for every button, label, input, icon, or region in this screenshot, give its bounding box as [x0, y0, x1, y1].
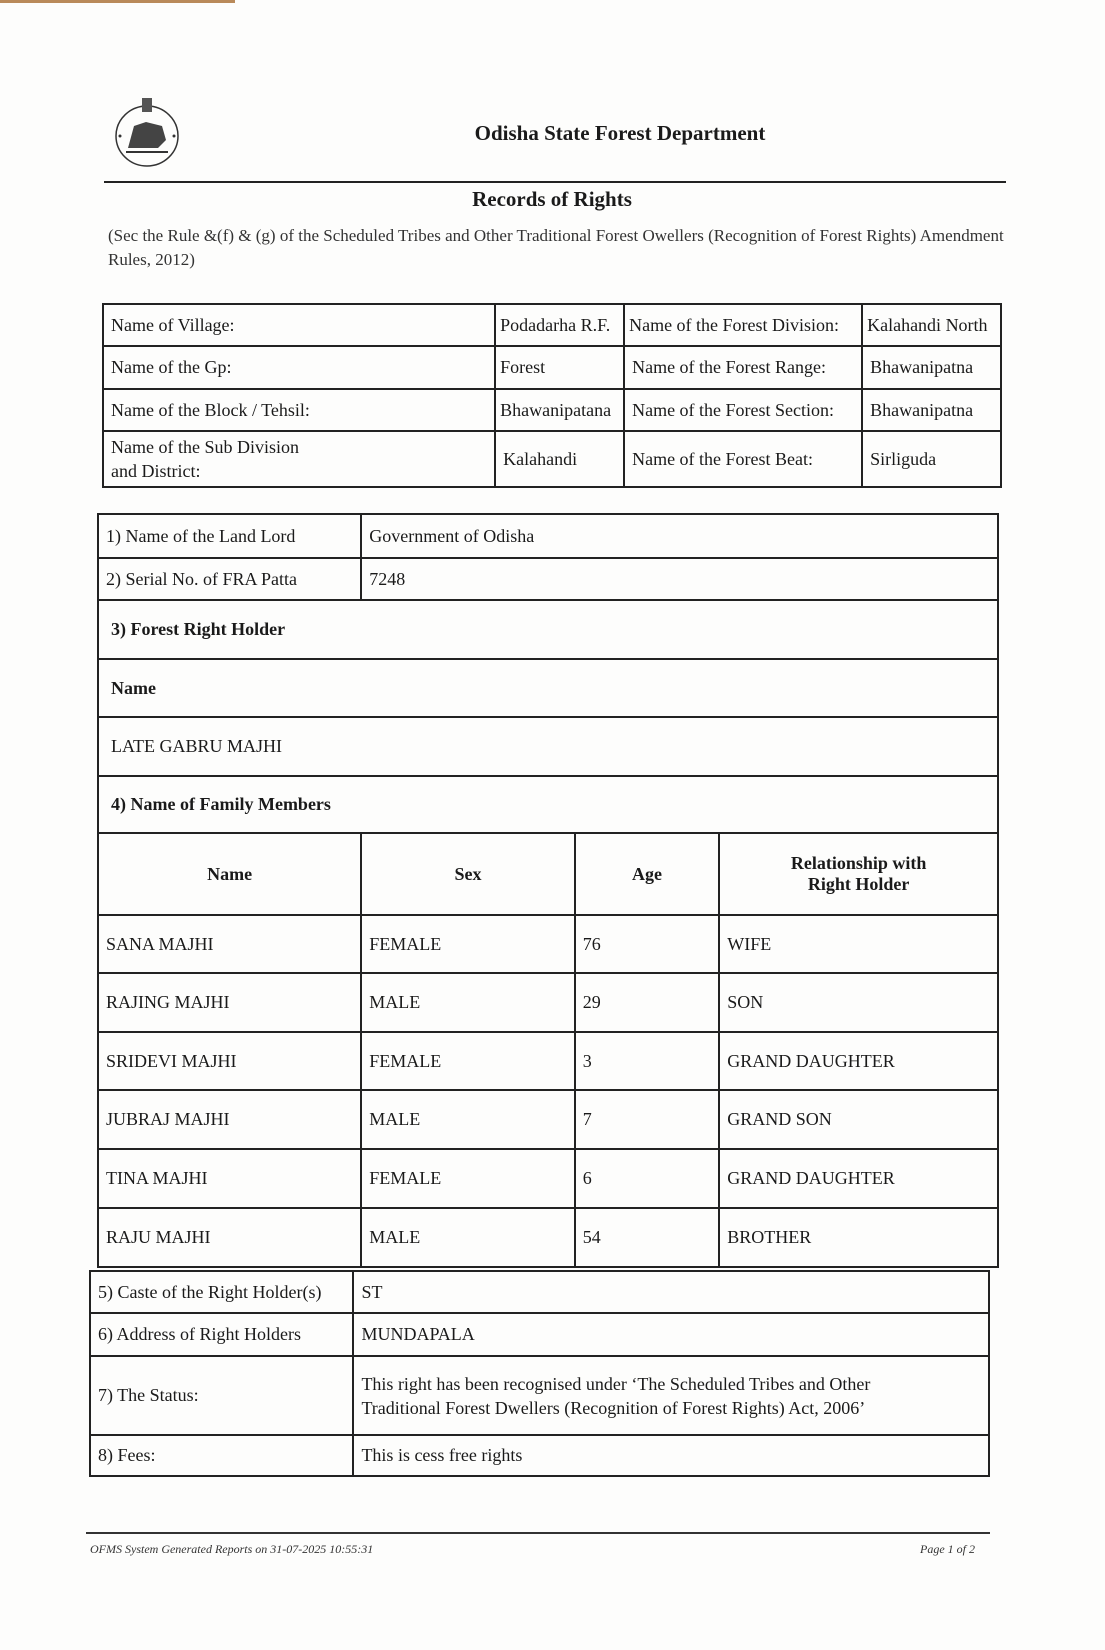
column-header-age: Age: [573, 832, 721, 916]
column-header-relationship: Relationship with Right Holder: [718, 832, 999, 916]
document-title: Records of Rights: [472, 187, 632, 211]
family-row: SANA MAJHI FEMALE 76 WIFE: [96, 914, 999, 974]
location-row: Name of the Gp: Forest Name of the Fores…: [101, 345, 1002, 390]
odisha-emblem-logo: [115, 98, 179, 167]
member-sex: FEMALE: [360, 914, 576, 974]
column-header-sex: Sex: [360, 832, 576, 916]
footer-divider: [86, 1532, 990, 1534]
caste-label: 5) Caste of the Right Holder(s): [88, 1270, 355, 1314]
header-divider: [104, 181, 1006, 183]
member-relationship: GRAND DAUGHTER: [718, 1148, 999, 1209]
member-relationship: GRAND SON: [718, 1089, 999, 1150]
member-sex: FEMALE: [360, 1031, 576, 1091]
status-label: 7) The Status:: [88, 1355, 355, 1436]
landlord-value: Government of Odisha: [360, 513, 999, 559]
label: Name of the Forest Beat:: [623, 430, 864, 488]
value: Bhawanipatna: [861, 345, 1002, 390]
member-name: SANA MAJHI: [96, 914, 363, 974]
value: Bhawanipatana: [494, 388, 626, 432]
family-row: JUBRAJ MAJHI MALE 7 GRAND SON: [96, 1089, 999, 1150]
family-row: TINA MAJHI FEMALE 6 GRAND DAUGHTER: [96, 1148, 999, 1209]
value: Kalahandi: [494, 430, 626, 488]
location-row: Name of the Block / Tehsil: Bhawanipatan…: [101, 388, 1002, 432]
right-holder-table: 1) Name of the Land Lord Government of Od…: [96, 513, 999, 1268]
location-row: Name of Village: Podadarha R.F. Name of …: [101, 303, 1002, 347]
document-subtitle: (Sec the Rule &(f) & (g) of the Schedule…: [108, 226, 1004, 269]
holder-heading: 3) Forest Right Holder: [97, 599, 999, 660]
family-row: SRIDEVI MAJHI FEMALE 3 GRAND DAUGHTER: [96, 1031, 999, 1091]
label: Name of the Block / Tehsil:: [101, 388, 497, 432]
fees-label: 8) Fees:: [88, 1434, 355, 1477]
department-name: Odisha State Forest Department: [474, 121, 766, 145]
family-heading: 4) Name of Family Members: [97, 775, 999, 834]
family-row: RAJING MAJHI MALE 29 SON: [96, 972, 999, 1033]
location-table: Name of Village: Podadarha R.F. Name of …: [101, 303, 1002, 488]
name-heading: Name: [97, 658, 999, 718]
label: Name of Village:: [101, 303, 497, 347]
generated-timestamp: OFMS System Generated Reports on 31-07-2…: [90, 1542, 374, 1556]
detail-row: 5) Caste of the Right Holder(s) ST: [88, 1270, 990, 1314]
member-age: 6: [573, 1148, 721, 1209]
caste-value: ST: [352, 1270, 990, 1314]
value: Kalahandi North: [861, 303, 1002, 347]
label: Name of the Sub Division and District:: [101, 430, 497, 488]
patta-label: 2) Serial No. of FRA Patta: [96, 557, 363, 601]
value: Sirliguda: [861, 430, 1002, 488]
landlord-label: 1) Name of the Land Lord: [96, 513, 363, 559]
address-value: MUNDAPALA: [352, 1312, 990, 1357]
address-label: 6) Address of Right Holders: [88, 1312, 355, 1357]
column-header-name: Name: [96, 832, 363, 916]
patta-value: 7248: [360, 557, 999, 601]
page-number: Page 1 of 2: [920, 1542, 975, 1556]
member-sex: MALE: [360, 972, 576, 1033]
member-age: 3: [573, 1031, 721, 1091]
value: Podadarha R.F.: [494, 303, 626, 347]
member-age: 54: [573, 1207, 721, 1268]
member-relationship: GRAND DAUGHTER: [718, 1031, 999, 1091]
details-table: 5) Caste of the Right Holder(s) ST 6) Add…: [88, 1270, 990, 1477]
value: Forest: [494, 345, 626, 390]
detail-row: 6) Address of Right Holders MUNDAPALA: [88, 1312, 990, 1357]
member-relationship: BROTHER: [718, 1207, 999, 1268]
label: Name of the Forest Section:: [623, 388, 864, 432]
member-sex: FEMALE: [360, 1148, 576, 1209]
status-value: This right has been recognised under ‘Th…: [352, 1355, 990, 1436]
label: Name of the Forest Range:: [623, 345, 864, 390]
member-age: 76: [573, 914, 721, 974]
member-name: RAJING MAJHI: [96, 972, 363, 1033]
detail-row: 7) The Status: This right has been recogn…: [88, 1355, 990, 1436]
member-age: 7: [573, 1089, 721, 1150]
member-name: SRIDEVI MAJHI: [96, 1031, 363, 1091]
detail-row: 8) Fees: This is cess free rights: [88, 1434, 990, 1477]
holder-name: LATE GABRU MAJHI: [97, 716, 999, 777]
member-name: JUBRAJ MAJHI: [96, 1089, 363, 1150]
fees-value: This is cess free rights: [352, 1434, 990, 1477]
label: Name of the Gp:: [101, 345, 497, 390]
member-sex: MALE: [360, 1207, 576, 1268]
value: Bhawanipatna: [861, 388, 1002, 432]
family-header-row: Name Sex Age Relationship with Right Hol…: [96, 832, 999, 916]
scan-edge-mark: [0, 0, 235, 3]
member-sex: MALE: [360, 1089, 576, 1150]
member-relationship: WIFE: [718, 914, 999, 974]
location-row: Name of the Sub Division and District: K…: [101, 430, 1002, 488]
family-row: RAJU MAJHI MALE 54 BROTHER: [96, 1207, 999, 1268]
member-name: RAJU MAJHI: [96, 1207, 363, 1268]
label: Name of the Forest Division:: [623, 303, 864, 347]
member-age: 29: [573, 972, 721, 1033]
member-relationship: SON: [718, 972, 999, 1033]
member-name: TINA MAJHI: [96, 1148, 363, 1209]
